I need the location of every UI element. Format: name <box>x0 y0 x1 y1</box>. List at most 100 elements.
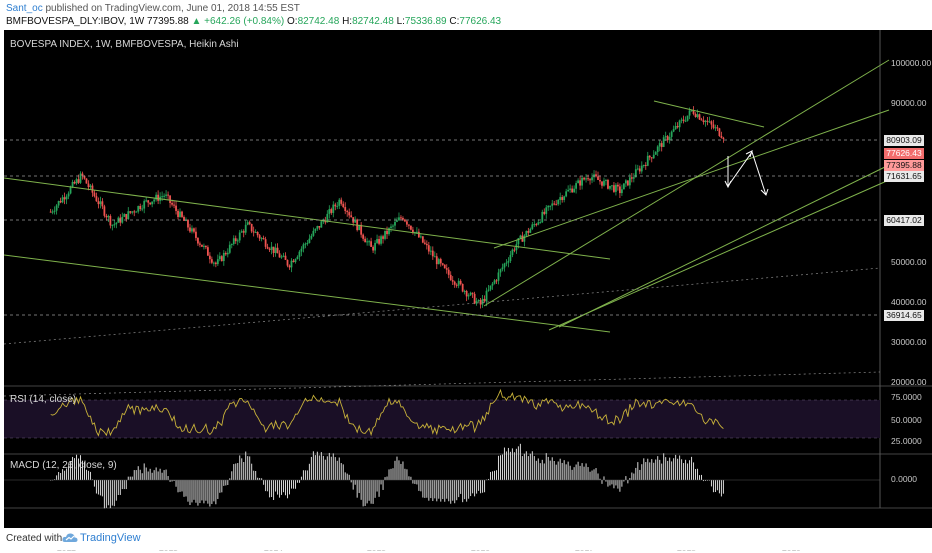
macd-histogram-bar <box>653 462 655 480</box>
candle-up <box>688 110 691 116</box>
candle-up <box>545 207 548 214</box>
macd-histogram-bar <box>480 480 482 494</box>
candle-up <box>314 228 317 231</box>
candle-down <box>449 274 452 281</box>
high-label: H: <box>342 16 353 27</box>
channel-trendline[interactable] <box>548 179 890 331</box>
candle-up <box>624 180 627 184</box>
channel-trendline[interactable] <box>493 109 890 249</box>
projection-path[interactable] <box>727 150 767 196</box>
macd-histogram-bar <box>667 460 669 480</box>
candle-down <box>83 175 86 179</box>
chart-area[interactable]: BOVESPA INDEX, 1W, BMFBOVESPA, Heikin As… <box>4 30 932 553</box>
long-term-trendline[interactable] <box>4 267 881 345</box>
candle-down <box>445 268 448 270</box>
horizontal-levels[interactable] <box>4 139 881 397</box>
channel-trendline[interactable] <box>653 100 765 128</box>
macd-histogram-bar <box>388 469 390 480</box>
macd-histogram-bar <box>422 480 424 498</box>
candle-up <box>326 213 329 223</box>
macd-histogram-bar <box>229 478 231 480</box>
macd-histogram-bar <box>253 470 255 480</box>
candle-down <box>266 246 269 249</box>
candle-up <box>489 285 492 290</box>
macd-histogram-bar <box>527 456 529 480</box>
candle-up <box>634 169 637 178</box>
macd-histogram-bar <box>625 476 627 480</box>
macd-histogram-bar <box>579 465 581 480</box>
macd-histogram-bar <box>193 480 195 500</box>
channel-trendline[interactable] <box>4 254 611 333</box>
candle-up <box>274 247 277 253</box>
macd-histogram-bar <box>687 463 689 480</box>
macd-histogram-bar <box>362 480 364 507</box>
candle-down <box>555 204 558 206</box>
candle-down <box>171 202 173 205</box>
candle-down <box>513 249 516 251</box>
macd-histogram-bar <box>495 470 497 480</box>
macd-histogram-bar <box>573 467 575 480</box>
candle-down <box>372 246 374 251</box>
candle-down <box>147 200 150 203</box>
macd-histogram-bar <box>247 456 249 480</box>
trend-channels[interactable] <box>4 59 890 333</box>
macd-histogram-bar <box>450 480 452 504</box>
candle-up <box>304 243 307 245</box>
macd-histogram-bar <box>131 476 133 480</box>
macd-histogram-bar <box>380 480 382 485</box>
candle-down <box>324 220 327 223</box>
candle-up <box>640 165 643 172</box>
macd-histogram-bar <box>217 480 219 499</box>
macd-histogram-bar <box>497 455 499 480</box>
open-value: 82742.48 <box>297 16 340 27</box>
candle-down <box>710 121 713 125</box>
chart-canvas[interactable] <box>4 30 932 528</box>
candle-down <box>77 179 80 183</box>
candle-up <box>632 177 635 179</box>
candle-down <box>286 259 289 266</box>
macd-histogram-bar <box>647 458 649 480</box>
candle-down <box>451 280 454 282</box>
macd-histogram-bar <box>607 480 609 487</box>
candle-up <box>531 224 534 229</box>
candle-down <box>720 135 723 138</box>
macd-histogram-bar <box>137 466 139 480</box>
channel-trendline[interactable] <box>483 59 890 307</box>
candle-up <box>338 199 341 206</box>
candle-up <box>308 238 311 243</box>
macd-histogram-bar <box>525 451 527 480</box>
current-price-label: 77626.43 <box>884 148 924 159</box>
macd-histogram-bar <box>81 460 83 480</box>
y-tick-50000: 50000.00 <box>891 257 927 267</box>
candle-up <box>690 110 693 112</box>
candle-down <box>613 185 615 192</box>
candle-down <box>330 209 333 213</box>
candle-down <box>348 212 351 216</box>
candle-down <box>406 221 408 225</box>
macd-histogram-bar <box>499 455 501 480</box>
author-link[interactable]: Sant_oc <box>6 3 43 14</box>
candle-down <box>183 216 185 221</box>
candle-down <box>479 300 482 305</box>
candle-up <box>529 228 532 233</box>
macd-histogram-bar <box>521 456 523 480</box>
channel-trendline[interactable] <box>558 164 890 328</box>
macd-histogram-bar <box>283 480 285 493</box>
macd-histogram-bar <box>312 451 314 480</box>
candle-down <box>423 242 426 244</box>
macd-histogram-bar <box>300 476 302 480</box>
channel-trendline[interactable] <box>4 177 611 260</box>
candle-down <box>473 293 476 304</box>
candle-up <box>485 290 488 302</box>
macd-histogram-bar <box>147 471 149 480</box>
macd-histogram-bar <box>115 480 117 501</box>
projection-arrows[interactable] <box>724 150 769 196</box>
candle-up <box>569 188 572 190</box>
tradingview-brand[interactable]: TradingView <box>80 532 141 544</box>
candle-down <box>342 203 345 208</box>
candle-up <box>143 200 146 209</box>
candle-up <box>113 224 116 226</box>
macd-histogram-bar <box>569 465 571 480</box>
macd-histogram-bar <box>157 471 159 480</box>
long-term-trendline-low[interactable] <box>4 371 881 397</box>
